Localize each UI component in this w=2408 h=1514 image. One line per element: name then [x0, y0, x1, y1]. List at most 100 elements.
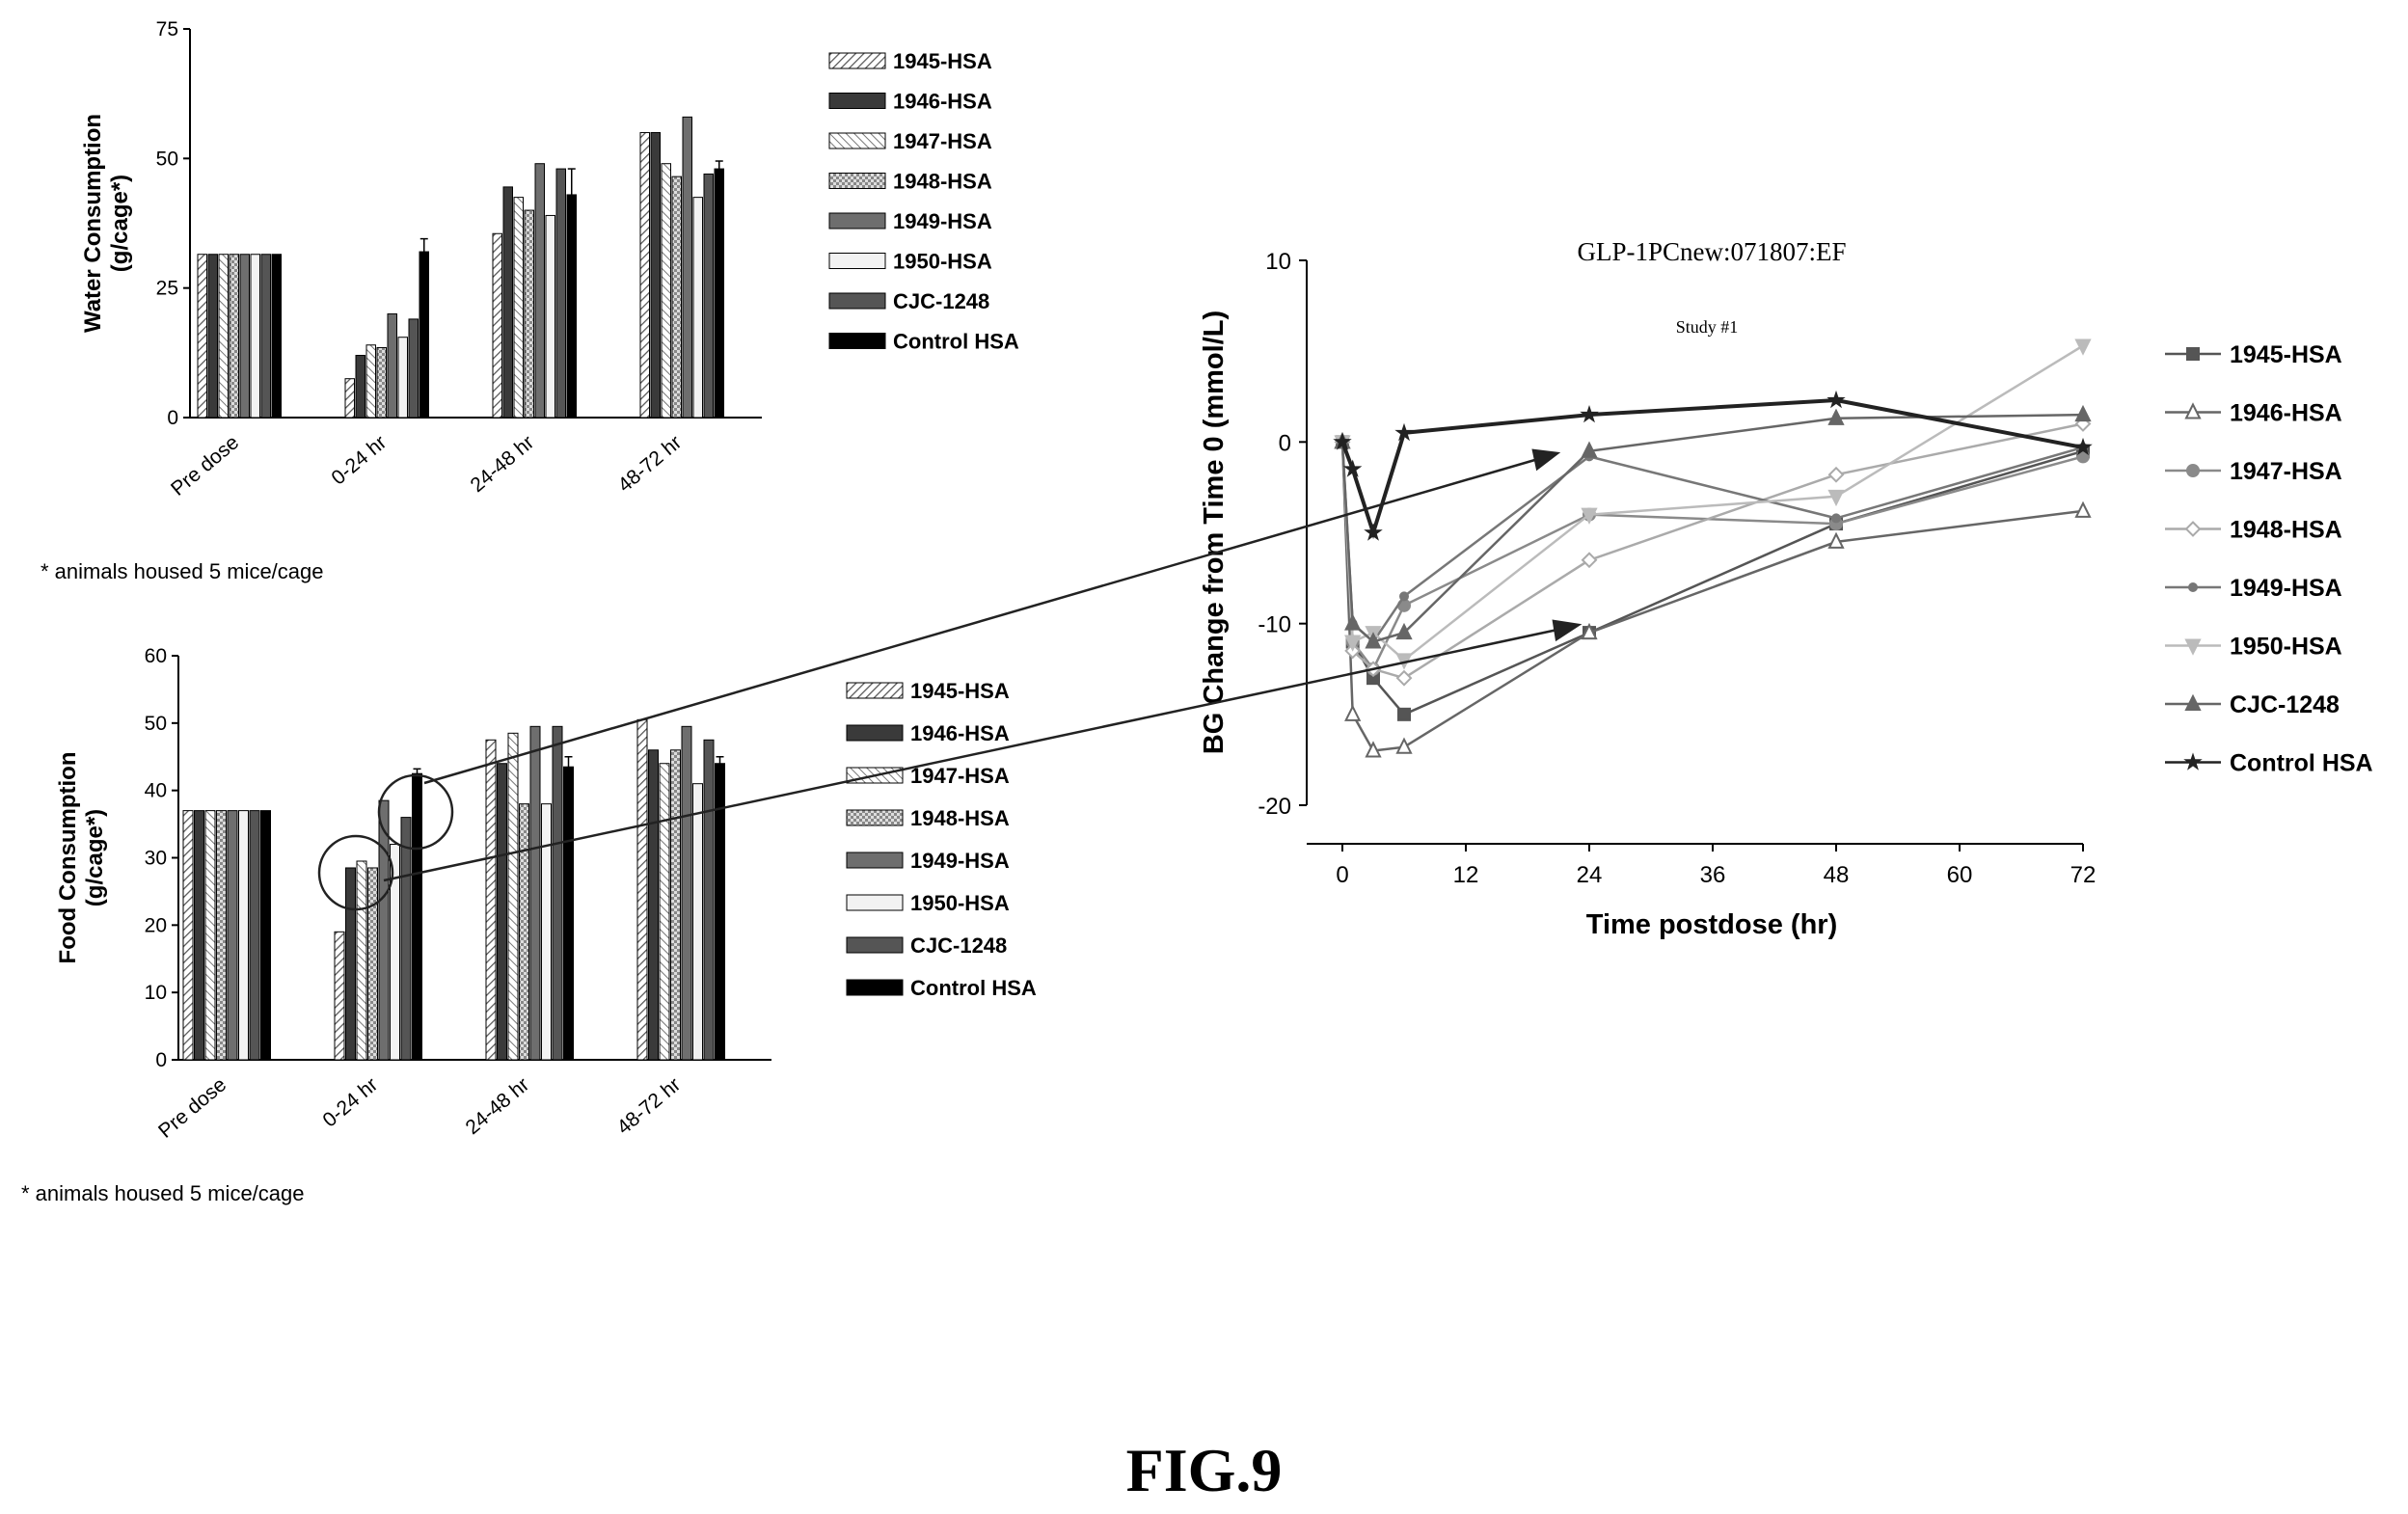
- bar: [194, 810, 204, 1061]
- legend-label: 1949-HSA: [910, 849, 1010, 873]
- legend-label: 1949-HSA: [2230, 575, 2342, 602]
- bar: [218, 254, 229, 419]
- x-tick-label: 48-72 hr: [613, 1073, 686, 1139]
- data-point: [1397, 707, 1411, 721]
- data-point: [1827, 466, 1845, 483]
- bar: [682, 116, 692, 419]
- bar: [555, 168, 566, 419]
- x-tick-label: 24: [1577, 862, 1603, 888]
- bar: [355, 355, 365, 419]
- chart-subtitle: Study #1: [1676, 317, 1739, 337]
- arrow-head-upper: [1531, 448, 1561, 472]
- data-point: [1395, 622, 1413, 640]
- bar: [249, 810, 260, 1061]
- bar: [661, 163, 671, 419]
- bar: [563, 766, 574, 1061]
- legend-label: 1945-HSA: [910, 679, 1010, 703]
- bar: [703, 173, 714, 419]
- x-tick-label: Pre dose: [154, 1073, 230, 1143]
- x-tick-label: 48-72 hr: [614, 431, 687, 497]
- bar: [636, 718, 648, 1061]
- legend-swatch: [828, 253, 886, 269]
- legend-label: 1950-HSA: [2230, 634, 2342, 661]
- bar: [485, 739, 497, 1061]
- bar: [260, 254, 271, 419]
- arrow-line-upper: [423, 457, 1539, 785]
- legend-label: CJC-1248: [2230, 691, 2340, 718]
- y-tick-label: 40: [145, 780, 167, 802]
- x-tick-label: 24-48 hr: [467, 431, 539, 497]
- y-tick-label: -20: [1258, 794, 1291, 820]
- bar: [529, 725, 541, 1061]
- x-tick-label: 0: [1336, 862, 1348, 888]
- legend-label: CJC-1248: [893, 289, 989, 313]
- legend-label: Control HSA: [893, 330, 1019, 354]
- bar: [239, 254, 250, 419]
- y-tick-label: 75: [156, 18, 178, 41]
- data-point: [1342, 459, 1363, 477]
- data-point: [2188, 582, 2198, 592]
- bar: [639, 131, 650, 419]
- bar: [681, 725, 692, 1061]
- bar: [692, 197, 703, 419]
- legend-swatch: [846, 936, 904, 954]
- data-point: [1344, 635, 1362, 652]
- bar: [412, 772, 422, 1061]
- bar: [714, 168, 724, 419]
- data-point: [2074, 404, 2092, 422]
- series-line: [1340, 413, 2084, 643]
- x-tick-label: 48: [1824, 862, 1850, 888]
- data-point: [1344, 704, 1362, 721]
- data-point: [1827, 408, 1845, 425]
- bar: [365, 344, 376, 419]
- x-tick-label: 36: [1700, 862, 1726, 888]
- legend-label: Control HSA: [910, 976, 1037, 1000]
- data-point: [1395, 669, 1413, 687]
- series-line: [1340, 422, 2084, 680]
- data-point: [1344, 613, 1362, 631]
- legend-label: 1945-HSA: [893, 49, 992, 73]
- series-line: [1340, 344, 2084, 662]
- bar: [534, 163, 545, 419]
- bar: [356, 860, 367, 1061]
- x-tick-label: 60: [1947, 862, 1973, 888]
- y-axis-label: Food Consumption: [55, 752, 81, 964]
- bar: [497, 763, 507, 1061]
- bar: [524, 209, 534, 419]
- bar: [197, 254, 207, 419]
- bar: [204, 810, 216, 1061]
- bar: [671, 176, 682, 419]
- bar: [492, 232, 502, 419]
- y-tick-label: 0: [167, 407, 178, 429]
- x-tick-label: 0-24 hr: [318, 1073, 382, 1131]
- legend-label: 1949-HSA: [893, 209, 992, 233]
- legend-swatch: [828, 52, 886, 69]
- legend-label: 1947-HSA: [2230, 458, 2342, 485]
- chart-title: GLP-1PCnew:071807:EF: [1577, 237, 1846, 266]
- y-tick-label: 10: [145, 982, 167, 1004]
- bar: [182, 810, 194, 1061]
- legend-swatch: [846, 724, 904, 742]
- y-tick-label: 20: [145, 914, 167, 936]
- legend-swatch: [828, 333, 886, 349]
- data-point: [1365, 741, 1382, 758]
- series-line: [1340, 397, 2084, 540]
- bar: [378, 799, 390, 1061]
- bar: [227, 810, 238, 1061]
- legend-label: 1945-HSA: [2230, 341, 2342, 368]
- data-point: [1333, 432, 1352, 450]
- data-point: [1581, 441, 1598, 458]
- bar: [648, 749, 659, 1061]
- bar: [650, 131, 661, 419]
- bg-change-chart: GLP-1PCnew:071807:EF Study #1 -20 -10 0 10 0 12…: [1199, 237, 2373, 940]
- bar: [566, 194, 577, 419]
- legend-swatch: [828, 173, 886, 189]
- arrow-head-lower: [1552, 619, 1583, 642]
- legend-swatch: [828, 292, 886, 310]
- bar: [367, 867, 378, 1061]
- bar: [250, 254, 260, 419]
- legend-swatch: [828, 132, 886, 149]
- data-point: [1831, 513, 1841, 524]
- data-point: [2074, 500, 2092, 518]
- legend-swatch: [828, 93, 886, 109]
